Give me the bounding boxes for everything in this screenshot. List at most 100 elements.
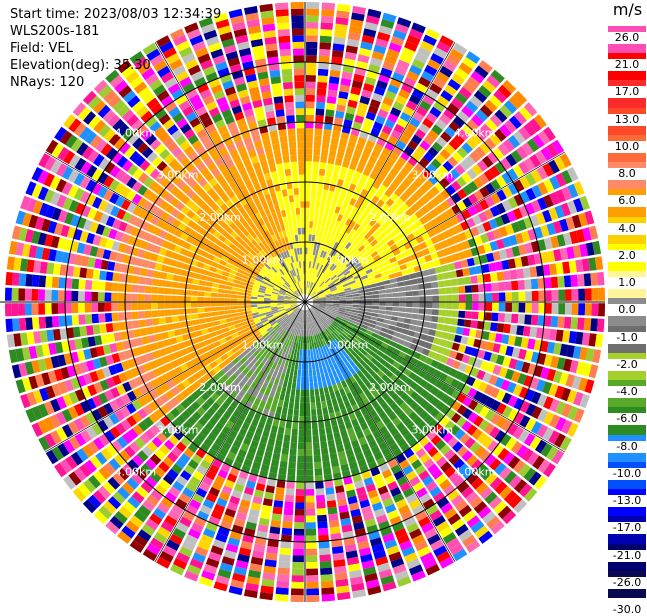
range-gate [133, 266, 142, 276]
range-gate [470, 275, 478, 284]
range-gate [436, 550, 451, 563]
range-gate [348, 319, 356, 324]
range-gate [250, 302, 258, 305]
range-gate [588, 225, 599, 240]
range-gate [196, 218, 206, 227]
range-gate [337, 498, 348, 507]
range-gate [157, 302, 165, 310]
range-gate [132, 387, 143, 399]
range-gate [31, 288, 39, 301]
range-gate [523, 102, 538, 117]
range-gate [402, 487, 415, 498]
range-gate [243, 299, 251, 302]
range-gate [376, 396, 385, 405]
range-gate [306, 35, 318, 43]
range-gate [322, 189, 329, 197]
range-gate [266, 546, 279, 554]
range-gate [271, 291, 279, 295]
range-gate [513, 193, 525, 206]
range-gate [31, 405, 43, 421]
range-gate [409, 324, 417, 332]
range-gate [238, 427, 248, 437]
range-gate [311, 422, 318, 430]
range-gate [13, 257, 22, 271]
range-gate [339, 263, 346, 270]
range-gate [258, 354, 265, 362]
range-gate [177, 372, 187, 382]
range-gate [414, 464, 426, 476]
range-gate [316, 501, 326, 509]
range-gate [498, 226, 508, 238]
range-gate [57, 209, 68, 223]
range-gate [175, 458, 187, 469]
range-gate [373, 143, 384, 153]
range-gate [328, 211, 334, 219]
range-gate [579, 195, 590, 211]
range-gate [84, 130, 97, 145]
range-gate [462, 534, 477, 548]
range-gate [208, 464, 220, 475]
range-gate [209, 235, 218, 243]
range-gate [425, 289, 433, 296]
range-gate [260, 316, 268, 322]
range-gate [210, 307, 218, 312]
range-gate [524, 279, 532, 290]
range-gate [329, 526, 341, 535]
range-gate [192, 223, 202, 233]
range-gate [97, 172, 109, 185]
range-gate [310, 247, 314, 255]
range-gate [350, 285, 358, 290]
range-gate [592, 240, 602, 255]
range-gate [363, 364, 372, 372]
range-gate [242, 258, 250, 265]
range-gate [159, 404, 170, 415]
range-gate [192, 319, 200, 326]
range-gate [83, 348, 92, 360]
range-gate [419, 157, 430, 168]
range-gate [168, 369, 178, 379]
range-gate [124, 244, 133, 255]
range-gate [285, 308, 292, 312]
range-gate [178, 315, 186, 322]
range-gate [321, 400, 327, 409]
range-gate [353, 149, 362, 158]
range-gate [579, 243, 588, 257]
range-gate [530, 314, 539, 326]
range-gate [358, 330, 366, 336]
range-gate [459, 433, 471, 445]
range-gate [350, 86, 362, 96]
range-gate [429, 407, 440, 418]
range-gate [414, 540, 429, 552]
range-gate [440, 189, 451, 200]
range-gate [145, 318, 153, 327]
range-gate [257, 345, 264, 353]
range-gate [105, 271, 114, 281]
range-gate [111, 312, 119, 322]
range-gate [329, 314, 336, 320]
range-gate [390, 282, 398, 288]
range-gate [313, 214, 319, 222]
range-gate [305, 207, 310, 215]
range-gate [478, 60, 493, 74]
range-gate [445, 340, 454, 349]
range-gate [322, 460, 331, 469]
range-gate [430, 539, 444, 551]
range-gate [294, 402, 300, 410]
range-gate [281, 527, 293, 536]
range-gate [473, 358, 483, 369]
range-gate [270, 306, 278, 309]
range-gate [427, 58, 441, 71]
range-gate [159, 393, 170, 404]
range-gate [183, 369, 193, 379]
range-gate [319, 298, 327, 301]
range-gate [287, 408, 294, 416]
range-gate [167, 353, 177, 362]
range-gate [327, 335, 333, 342]
range-gate [225, 369, 234, 378]
range-gate [230, 305, 238, 310]
range-gate [245, 480, 256, 489]
range-gate [140, 481, 153, 494]
range-gate [245, 521, 257, 531]
range-gate [347, 32, 361, 41]
range-gate [378, 25, 393, 36]
